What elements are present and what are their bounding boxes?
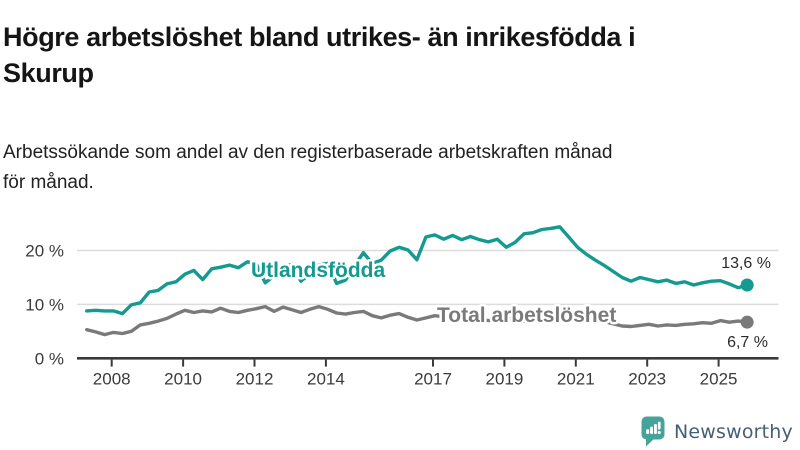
x-tick-label-2010: 2010: [164, 370, 202, 389]
series-label-utlandsfodda: Utlandsfödda: [251, 259, 385, 282]
x-tick-label-2012: 2012: [236, 370, 274, 389]
logo-bar-medium: [650, 426, 653, 434]
end-value-label-utlandsfodda: 13,6 %: [721, 255, 771, 272]
logo-bar-small: [646, 429, 650, 434]
x-tick-label-2021: 2021: [557, 370, 595, 389]
logo-exclamation-dot: [657, 430, 661, 435]
series-label-total: Total arbetslöshet: [437, 304, 616, 327]
subtitle-line-1: Arbetssökande som andel av den registerb…: [3, 142, 613, 163]
end-value-label-total: 6,7 %: [727, 334, 768, 351]
x-tick-label-2025: 2025: [700, 370, 738, 389]
title-line-1: Högre arbetslöshet bland utrikes- än inr…: [3, 22, 636, 53]
logo-bar-tall: [653, 424, 657, 434]
newsworthy-logo: Newsworthy: [641, 416, 793, 447]
y-tick-label-20: 20 %: [25, 242, 64, 261]
x-tick-label-2008: 2008: [93, 370, 131, 389]
y-tick-label-10: 10 %: [25, 295, 64, 314]
newsworthy-logo-icon: [641, 416, 665, 447]
x-tick-label-2017: 2017: [414, 370, 452, 389]
page-title: Högre arbetslöshet bland utrikes- än inr…: [3, 19, 797, 91]
subtitle-line-2: för månad.: [3, 172, 94, 193]
newsworthy-wordmark: Newsworthy: [673, 420, 793, 443]
series-line-utlandsfodda: [84, 225, 749, 316]
x-tick-label-2019: 2019: [485, 370, 523, 389]
x-tick-label-2014: 2014: [307, 370, 345, 389]
x-tick-label-2023: 2023: [628, 370, 666, 389]
series-line-total: [84, 304, 749, 337]
series-endpoint-dot-utlandsfodda: [740, 278, 754, 292]
y-tick-label-0: 0 %: [35, 349, 64, 368]
series-endpoint-dot-total: [740, 315, 754, 329]
title-line-2: Skurup: [3, 58, 94, 89]
logo-exclamation-bar: [657, 421, 661, 430]
chart-subtitle: Arbetssökande som andel av den registerb…: [3, 138, 797, 198]
